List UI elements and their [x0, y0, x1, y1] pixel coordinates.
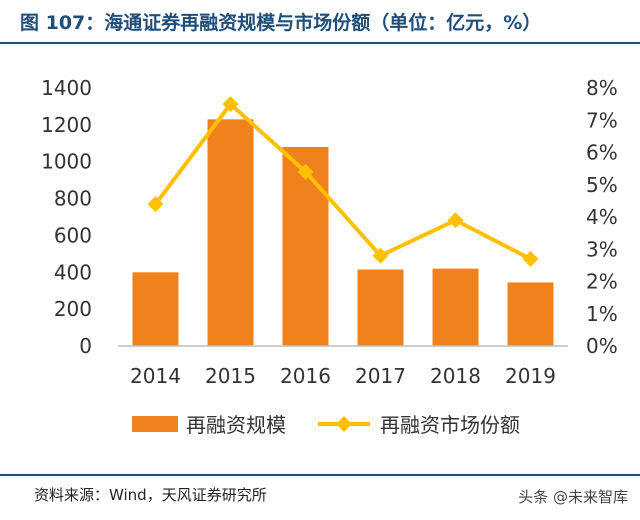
- x-tick-label: 2015: [205, 364, 256, 388]
- left-tick-label: 1200: [41, 113, 92, 137]
- combo-chart: 0 200 400 600 800 1000 1200 1400 0% 1% 2% 3% 4% 5% 6%…: [41, 76, 618, 437]
- legend-swatch-marker: [336, 416, 352, 432]
- legend-label: 再融资规模: [186, 413, 286, 437]
- right-tick-label: 7%: [586, 108, 618, 132]
- bar: [507, 282, 554, 346]
- x-tick-label: 2016: [280, 364, 331, 388]
- title-rule: [0, 42, 640, 44]
- left-tick-label: 800: [54, 187, 92, 211]
- bar: [282, 146, 329, 346]
- legend-swatch-bar: [132, 416, 178, 432]
- right-tick-label: 8%: [586, 76, 618, 100]
- bar: [432, 268, 479, 346]
- x-tick-label: 2017: [355, 364, 406, 388]
- figure-title: 图 107：海通证券再融资规模与市场份额（单位：亿元，%）: [20, 12, 542, 34]
- x-tick-label: 2014: [130, 364, 181, 388]
- line-point: [447, 212, 464, 229]
- right-tick-label: 0%: [586, 334, 618, 358]
- x-tick-label: 2019: [505, 364, 556, 388]
- series-line: [153, 102, 532, 261]
- line-point: [147, 196, 164, 213]
- line-series: [147, 96, 539, 267]
- bar-series: [132, 119, 554, 346]
- x-axis: 2014 2015 2016 2017 2018 2019: [118, 345, 568, 388]
- x-tick-label: 2018: [430, 364, 481, 388]
- bar: [207, 119, 254, 346]
- footer-rule: [0, 474, 640, 476]
- line-point: [297, 163, 314, 180]
- right-tick-label: 1%: [586, 302, 618, 326]
- right-tick-label: 4%: [586, 205, 618, 229]
- left-tick-label: 200: [54, 297, 92, 321]
- right-tick-label: 2%: [586, 270, 618, 294]
- bar: [357, 269, 404, 346]
- left-tick-label: 1400: [41, 76, 92, 100]
- right-axis: 0% 1% 2% 3% 4% 5% 6% 7% 8%: [586, 76, 618, 358]
- bar: [132, 272, 179, 346]
- watermark: 头条 @未来智库: [518, 488, 628, 506]
- line-point: [522, 250, 539, 267]
- left-tick-label: 1000: [41, 150, 92, 174]
- line-point: [222, 96, 239, 113]
- legend-label: 再融资市场份额: [380, 413, 520, 437]
- right-tick-label: 5%: [586, 173, 618, 197]
- right-tick-label: 6%: [586, 141, 618, 165]
- left-tick-label: 0: [79, 334, 92, 358]
- left-tick-label: 400: [54, 260, 92, 284]
- line-point: [372, 247, 389, 264]
- legend: 再融资规模 再融资市场份额: [132, 413, 520, 437]
- right-tick-label: 3%: [586, 237, 618, 261]
- left-axis: 0 200 400 600 800 1000 1200 1400: [41, 76, 92, 358]
- left-tick-label: 600: [54, 223, 92, 247]
- source-note: 资料来源：Wind，天风证券研究所: [34, 486, 267, 504]
